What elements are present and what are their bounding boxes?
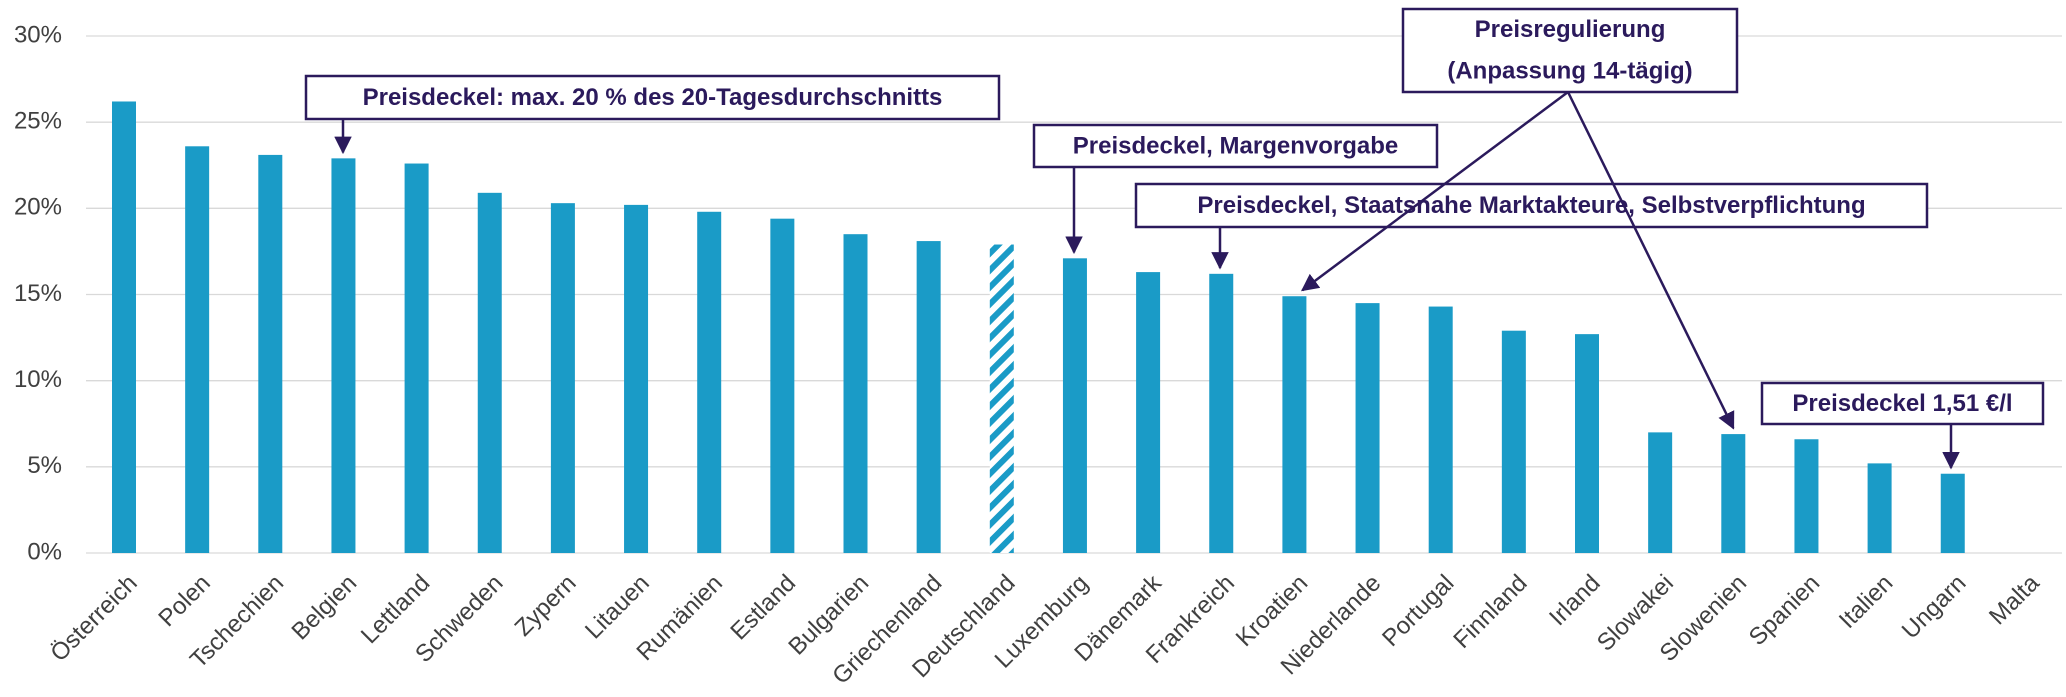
bar bbox=[185, 146, 210, 553]
annotation-arrow bbox=[1566, 91, 1735, 430]
y-tick-label: 15% bbox=[14, 280, 62, 307]
bar bbox=[1428, 306, 1453, 553]
bar bbox=[770, 218, 795, 553]
bar bbox=[1648, 432, 1673, 553]
y-tick-label: 10% bbox=[14, 366, 62, 393]
y-tick-label: 30% bbox=[14, 21, 62, 48]
x-tick-label: Portugal bbox=[1377, 570, 1459, 652]
annotation-text: (Anpassung 14-tägig) bbox=[1447, 58, 1692, 85]
x-tick-label: Ungarn bbox=[1897, 570, 1972, 645]
bar bbox=[112, 101, 136, 553]
bar bbox=[1794, 439, 1819, 553]
bar bbox=[1501, 330, 1526, 553]
annotation-box bbox=[1134, 182, 1929, 229]
bar bbox=[1867, 463, 1892, 553]
bar bbox=[331, 158, 356, 553]
bar bbox=[550, 203, 575, 553]
x-tick-label: Italien bbox=[1834, 570, 1898, 634]
bar bbox=[624, 204, 649, 554]
annotation-text: Preisdeckel, Staatsnahe Marktakteure, Se… bbox=[1197, 192, 1865, 219]
bar bbox=[916, 241, 941, 553]
x-tick-label: Belgien bbox=[286, 570, 362, 646]
x-tick-label: Polen bbox=[153, 570, 216, 633]
annotation-box bbox=[304, 74, 1001, 121]
bar bbox=[1209, 273, 1234, 553]
x-tick-label: Malta bbox=[1984, 569, 2045, 630]
bar bbox=[1721, 434, 1746, 553]
x-tick-label: Irland bbox=[1544, 570, 1606, 632]
y-tick-label: 5% bbox=[27, 452, 62, 479]
bar bbox=[1355, 303, 1380, 553]
x-tick-label: Spanien bbox=[1744, 570, 1825, 651]
annotation-arrow bbox=[1300, 90, 1569, 292]
y-tick-label: 20% bbox=[14, 194, 62, 221]
y-tick-label: 25% bbox=[14, 108, 62, 135]
bar bbox=[1282, 296, 1307, 553]
annotation-box bbox=[1032, 123, 1439, 169]
x-tick-label: Zypern bbox=[510, 570, 582, 642]
bar bbox=[1940, 473, 1965, 553]
annotation-text: Preisregulierung bbox=[1475, 16, 1666, 43]
bar bbox=[843, 234, 868, 553]
bar bbox=[1136, 272, 1161, 553]
bar bbox=[404, 163, 429, 553]
annotation-text: Preisdeckel: max. 20 % des 20-Tagesdurch… bbox=[363, 84, 943, 111]
bar bbox=[697, 211, 722, 553]
x-tick-label: Österreich bbox=[45, 570, 142, 667]
x-tick-label: Finnland bbox=[1448, 570, 1532, 654]
annotation-text: Preisdeckel 1,51 €/l bbox=[1792, 390, 2012, 417]
annotation-text: Preisdeckel, Margenvorgabe bbox=[1073, 132, 1398, 159]
bar bbox=[1575, 334, 1599, 553]
annotation-box bbox=[1760, 381, 2045, 426]
bar bbox=[989, 244, 1014, 554]
bar bbox=[1062, 258, 1087, 553]
x-tick-label: Litauen bbox=[580, 570, 655, 645]
bar bbox=[258, 154, 283, 553]
y-tick-label: 0% bbox=[27, 538, 62, 565]
bar bbox=[477, 192, 502, 553]
annotation-box bbox=[1401, 7, 1739, 94]
